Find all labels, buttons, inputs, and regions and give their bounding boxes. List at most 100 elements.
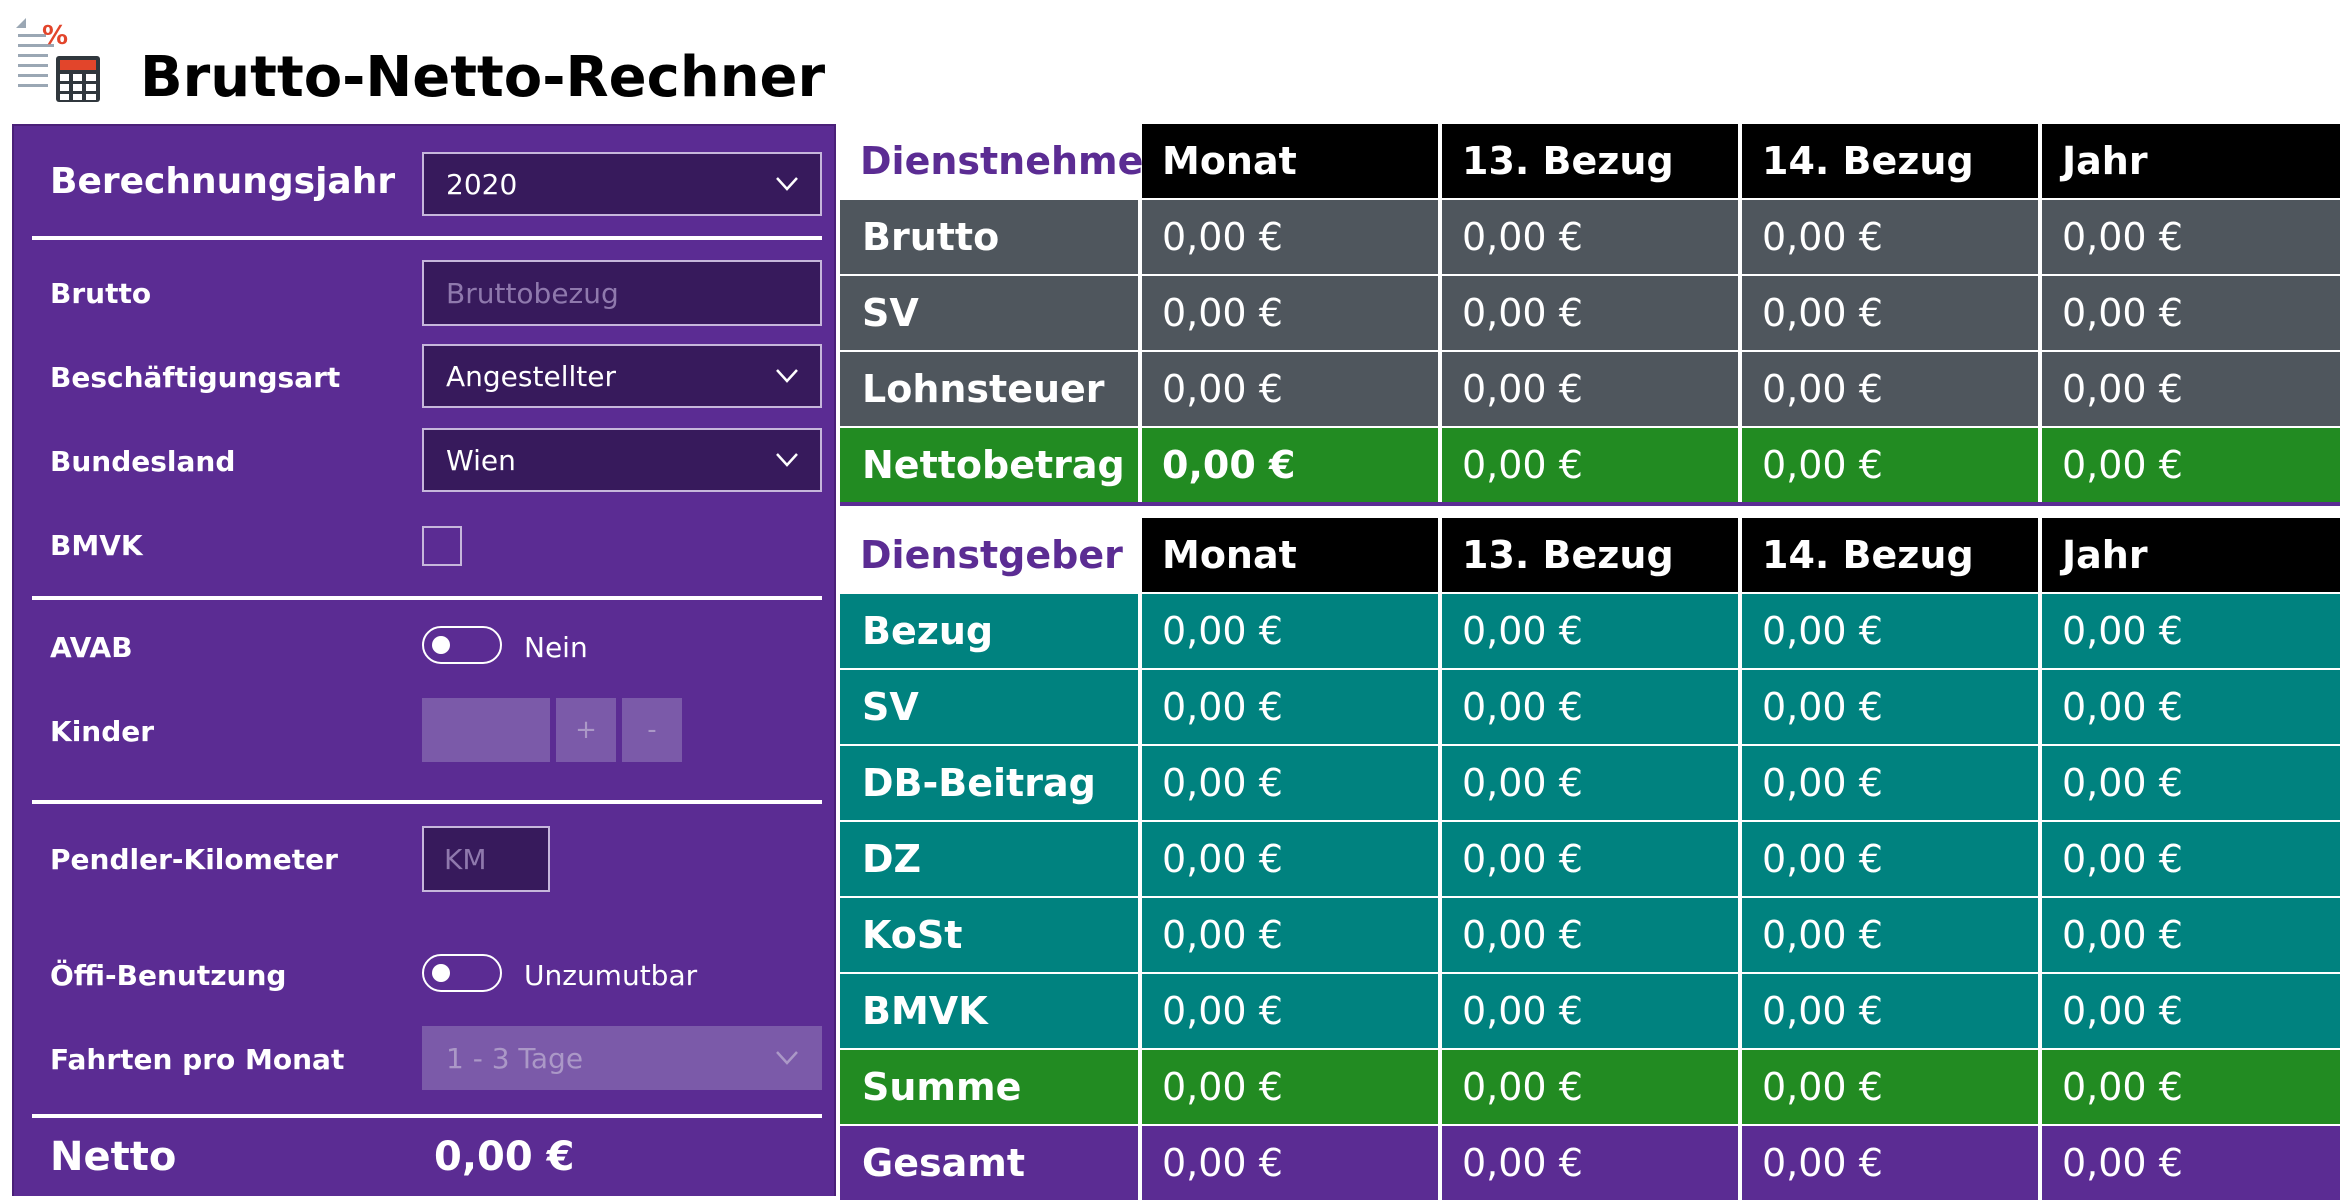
table-cell: 0,00 € [1442,428,1738,502]
calculator-percent-icon: % [16,18,100,102]
table-cell: 0,00 € [1442,1126,1738,1200]
row-label: Brutto [840,200,1138,274]
table-cell: 0,00 € [1742,594,2038,668]
fahrten-dropdown[interactable]: 1 - 3 Tage [422,1026,822,1090]
table-cell: 0,00 € [1742,1126,2038,1200]
app-header: % Brutto-Netto-Rechner [0,0,2344,120]
fahrten-value: 1 - 3 Tage [446,1041,584,1075]
kinder-label: Kinder [50,715,155,748]
kinder-minus-button[interactable]: - [622,698,682,762]
oeffi-label: Öffi-Benutzung [50,959,287,992]
table-cell: 0,00 € [1142,898,1438,972]
column-header: 14. Bezug [1742,124,2038,198]
table-separator [840,502,2340,506]
app-title: Brutto-Netto-Rechner [140,45,826,110]
table-cell: 0,00 € [1442,974,1738,1048]
table-cell: 0,00 € [1742,898,2038,972]
row-label: Summe [840,1050,1138,1124]
row-label: SV [840,670,1138,744]
row-label: Lohnsteuer [840,352,1138,426]
brutto-input[interactable]: Bruttobezug [422,260,822,326]
column-header: Monat [1142,518,1438,592]
table-cell: 0,00 € [1142,822,1438,896]
table-cell: 0,00 € [2042,200,2340,274]
table-cell: 0,00 € [1442,352,1738,426]
svg-text:%: % [42,21,68,51]
avab-label: AVAB [50,631,133,664]
table-cell: 0,00 € [2042,1126,2340,1200]
table-cell: 0,00 € [2042,428,2340,502]
netto-value: 0,00 € [434,1134,575,1180]
divider [32,1114,822,1118]
avab-toggle[interactable] [422,626,502,664]
pendler-km-input[interactable]: KM [422,826,550,892]
table-cell: 0,00 € [1142,594,1438,668]
table-cell: 0,00 € [2042,670,2340,744]
row-label: DZ [840,822,1138,896]
table-cell: 0,00 € [2042,276,2340,350]
table-cell: 0,00 € [2042,594,2340,668]
column-header: Jahr [2042,124,2340,198]
bmvk-label: BMVK [50,529,143,562]
table-title: Dienstnehmer [840,124,1162,198]
fahrten-label: Fahrten pro Monat [50,1043,345,1076]
year-value: 2020 [446,167,518,201]
state-dropdown[interactable]: Wien [422,428,822,492]
column-header: Monat [1142,124,1438,198]
toggle-knob [432,964,450,982]
chevron-down-icon [776,177,798,191]
table-cell: 0,00 € [1442,200,1738,274]
year-label: Berechnungsjahr [50,161,396,202]
pendler-label: Pendler-Kilometer [50,843,338,876]
divider [32,800,822,804]
table-cell: 0,00 € [1442,276,1738,350]
table-cell: 0,00 € [1742,1050,2038,1124]
bmvk-checkbox[interactable] [422,526,462,566]
oeffi-toggle-text: Unzumutbar [524,959,698,992]
row-label: Gesamt [840,1126,1138,1200]
table-cell: 0,00 € [1742,974,2038,1048]
brutto-label: Brutto [50,277,152,310]
table-cell: 0,00 € [1142,1126,1438,1200]
year-dropdown[interactable]: 2020 [422,152,822,216]
employment-label: Beschäftigungsart [50,361,341,394]
row-label: KoSt [840,898,1138,972]
avab-toggle-text: Nein [524,631,588,664]
chevron-down-icon [776,453,798,467]
state-label: Bundesland [50,445,236,478]
kinder-plus-button[interactable]: + [556,698,616,762]
row-label: DB-Beitrag [840,746,1138,820]
table-cell: 0,00 € [1742,352,2038,426]
table-cell: 0,00 € [2042,746,2340,820]
table-cell: 0,00 € [1742,670,2038,744]
table-cell: 0,00 € [2042,352,2340,426]
employment-dropdown[interactable]: Angestellter [422,344,822,408]
netto-label: Netto [50,1134,177,1180]
table-cell: 0,00 € [1742,276,2038,350]
input-panel: Berechnungsjahr 2020 Brutto Bruttobezug … [12,124,836,1196]
table-cell: 0,00 € [1442,670,1738,744]
column-header: 13. Bezug [1442,518,1738,592]
column-header: 14. Bezug [1742,518,2038,592]
oeffi-toggle[interactable] [422,954,502,992]
table-cell: 0,00 € [1142,276,1438,350]
table-cell: 0,00 € [1142,974,1438,1048]
column-header: Jahr [2042,518,2340,592]
table-cell: 0,00 € [1742,822,2038,896]
table-cell: 0,00 € [1142,428,1438,502]
table-cell: 0,00 € [1742,428,2038,502]
table-cell: 0,00 € [1442,746,1738,820]
column-header: 13. Bezug [1442,124,1738,198]
table-cell: 0,00 € [1442,594,1738,668]
table-cell: 0,00 € [1142,746,1438,820]
table-cell: 0,00 € [1442,822,1738,896]
row-label: Bezug [840,594,1138,668]
table-title: Dienstgeber [840,518,1138,592]
kinder-input[interactable] [422,698,550,762]
toggle-knob [432,636,450,654]
chevron-down-icon [776,369,798,383]
state-value: Wien [446,443,516,477]
row-label: SV [840,276,1138,350]
chevron-down-icon [776,1051,798,1065]
table-cell: 0,00 € [1142,352,1438,426]
